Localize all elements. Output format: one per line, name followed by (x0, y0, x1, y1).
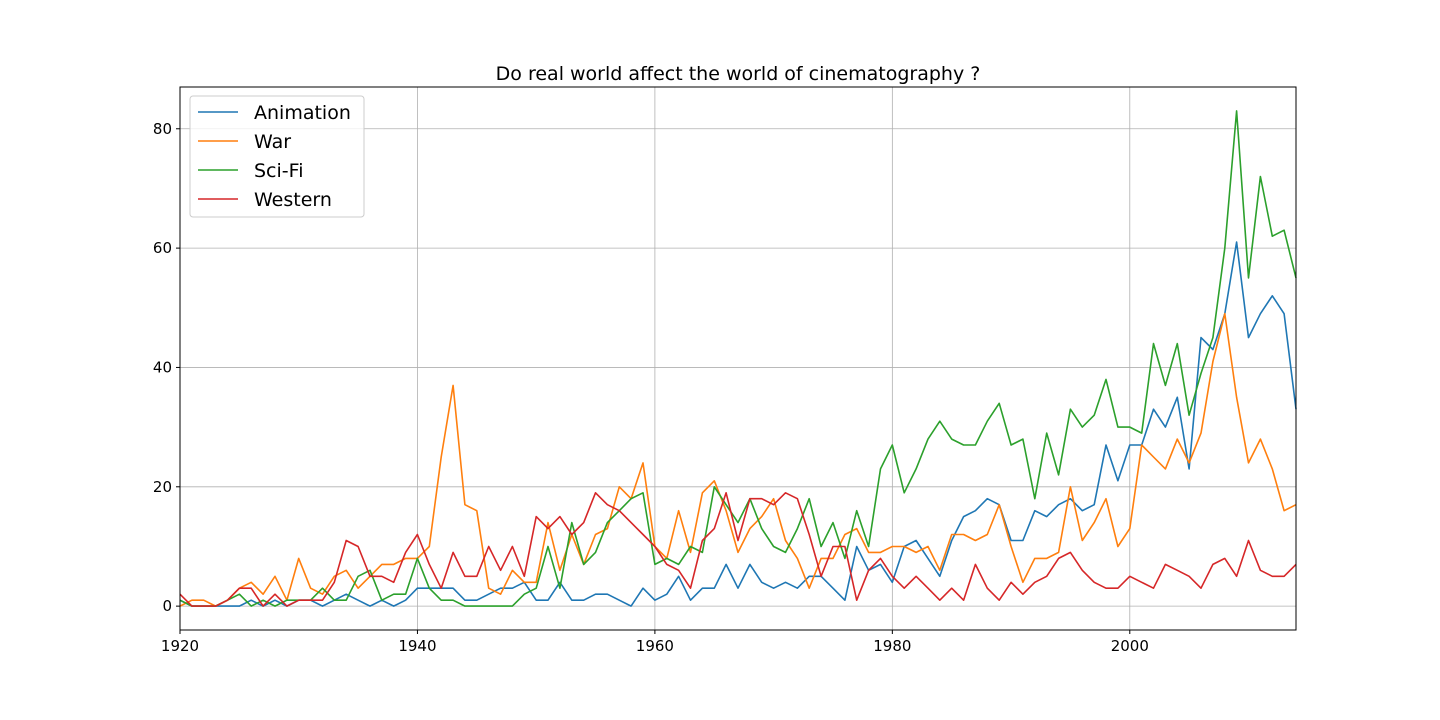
x-tick-label: 1920 (161, 637, 199, 655)
y-tick-label: 80 (153, 120, 172, 138)
x-tick-label: 1960 (636, 637, 674, 655)
legend-label-sci-fi: Sci-Fi (254, 160, 303, 182)
series-line-western (179, 491, 1297, 607)
x-tick-label: 1940 (398, 637, 436, 655)
chart-title: Do real world affect the world of cinema… (496, 63, 981, 85)
y-tick-label: 0 (162, 597, 172, 615)
legend-label-western: Western (254, 189, 332, 211)
y-tick-label: 40 (153, 358, 172, 376)
x-tick-label: 2000 (1111, 637, 1149, 655)
x-tick-label: 1980 (873, 637, 911, 655)
legend: Animation War Sci-Fi Western (189, 95, 365, 218)
series-line-sci-fi (179, 110, 1297, 607)
grid (179, 87, 1296, 630)
series-line-animation (179, 241, 1297, 607)
y-tick-label: 60 (153, 239, 172, 257)
plot-area (179, 110, 1297, 607)
legend-box (189, 95, 365, 218)
y-tick-label: 20 (153, 478, 172, 496)
axes-frame (179, 86, 1297, 631)
y-axis: 0 20 40 60 80 (153, 120, 180, 615)
x-axis: 1920 1940 1960 1980 2000 (161, 630, 1149, 655)
legend-label-war: War (254, 131, 291, 153)
legend-label-animation: Animation (254, 102, 351, 124)
series-line-war (179, 312, 1297, 607)
